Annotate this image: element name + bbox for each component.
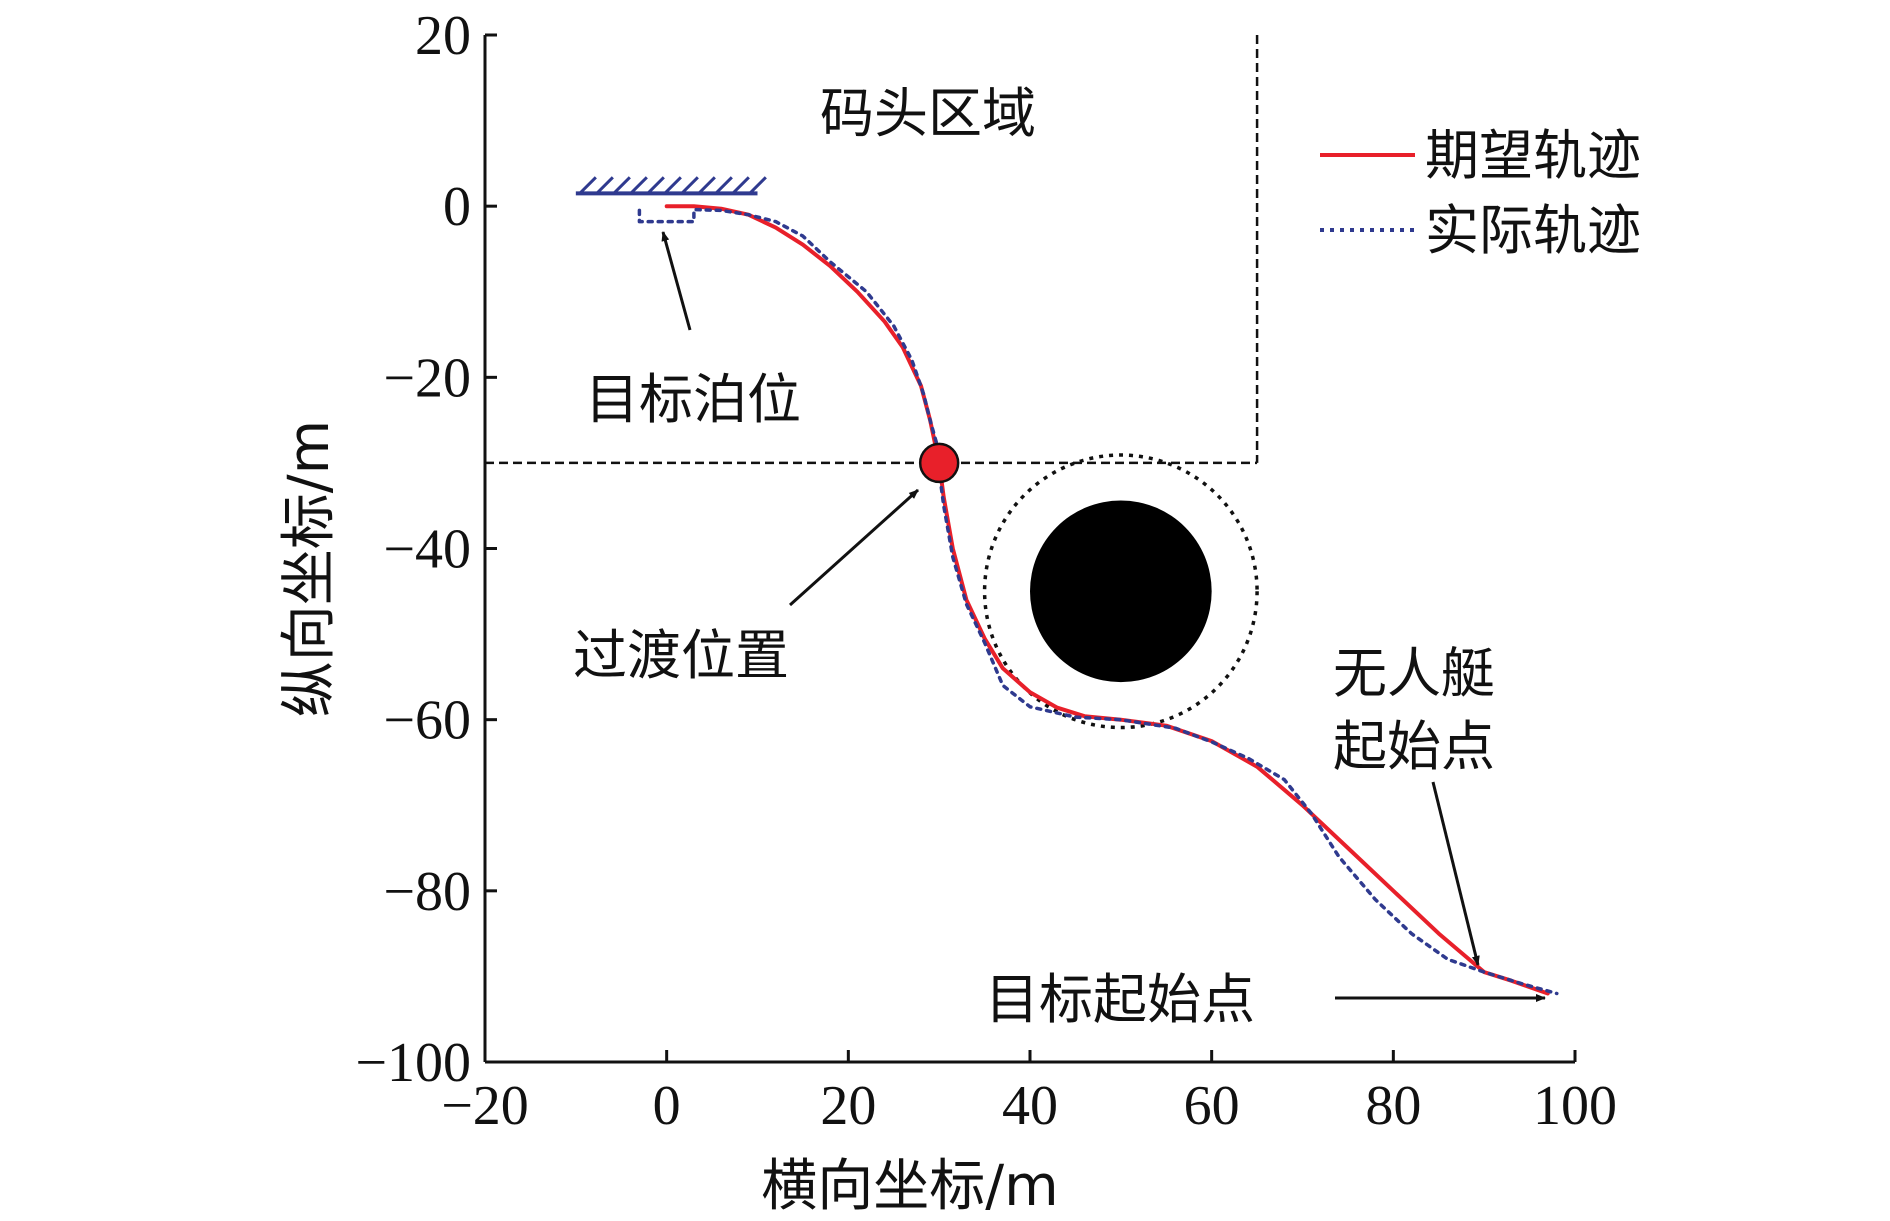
y-tick-label: −80 [383, 861, 471, 923]
y-axis-title: 纵向坐标/m [277, 420, 342, 717]
x-tick-label: −20 [441, 1075, 529, 1137]
y-tick-label: 20 [415, 5, 471, 67]
berth-hatch-stroke [646, 176, 665, 195]
annotation-target-berth: 目标泊位 [585, 368, 801, 431]
berth-hatch-stroke [595, 176, 614, 195]
series-actual-trajectory [637, 207, 1559, 996]
arrow-transition [788, 488, 920, 607]
arrow-usv-start [1431, 781, 1480, 966]
transition-point-marker [918, 442, 960, 484]
x-tick-label: 60 [1184, 1075, 1240, 1137]
obstacle-safety-circle [982, 453, 1259, 730]
berth-hatch-stroke [680, 176, 699, 195]
berth-hatch-stroke [612, 176, 631, 195]
x-tick-label: 0 [653, 1075, 681, 1137]
berth-hatch-stroke [578, 176, 597, 195]
x-tick-label: 40 [1002, 1075, 1058, 1137]
x-tick-label: 20 [820, 1075, 876, 1137]
berth-hatch-stroke [697, 176, 716, 195]
annotation-dock-area: 码头区域 [820, 82, 1036, 145]
arrow-target-berth [661, 231, 692, 331]
y-tick-label: −40 [383, 519, 471, 581]
series-group [637, 204, 1559, 996]
berth-hatch-stroke [714, 176, 733, 195]
y-tick-label: −100 [355, 1032, 471, 1094]
berth-hatch-stroke [748, 176, 767, 195]
obstacle [982, 453, 1259, 730]
axes: −20 0 20 40 60 80 100 20 0 −20 −40 −60 −80 −100 横向坐标/m… [277, 5, 1617, 1219]
obstacle-disc [1030, 500, 1212, 683]
legend-label-desired: 期望轨迹 [1425, 124, 1641, 187]
y-tick-label: 0 [443, 176, 471, 238]
berth-hatch-stroke [663, 176, 682, 195]
legend: 期望轨迹 实际轨迹 [1320, 124, 1641, 262]
x-tick-label: 100 [1533, 1075, 1617, 1137]
annotation-transition: 过渡位置 [573, 624, 789, 687]
annotation-target-start: 目标起始点 [985, 968, 1255, 1031]
annotations-group: 码头区域 目标泊位 过渡位置 无人艇 起始点 目标起始点 [573, 82, 1495, 1031]
berth-hatch [575, 176, 767, 196]
marks-group [661, 231, 1546, 1002]
y-tick-label: −20 [383, 347, 471, 409]
annotation-usv-start-2: 起始点 [1333, 715, 1495, 778]
legend-label-actual: 实际轨迹 [1425, 199, 1641, 262]
x-tick-label: 80 [1365, 1075, 1421, 1137]
dock-boundary [485, 35, 1259, 465]
berth-hatch-stroke [731, 176, 750, 195]
berth-hatch-stroke [629, 176, 648, 195]
x-axis-title: 横向坐标/m [761, 1154, 1058, 1219]
annotation-usv-start-1: 无人艇 [1333, 642, 1495, 705]
y-tick-label: −60 [383, 690, 471, 752]
